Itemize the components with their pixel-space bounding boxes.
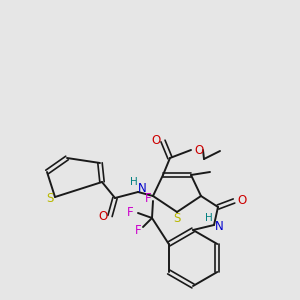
Text: F: F bbox=[145, 191, 151, 205]
Text: N: N bbox=[138, 182, 146, 196]
Text: F: F bbox=[135, 224, 141, 236]
Text: O: O bbox=[98, 211, 108, 224]
Text: O: O bbox=[152, 134, 160, 148]
Text: S: S bbox=[173, 212, 181, 226]
Text: H: H bbox=[205, 213, 213, 223]
Text: N: N bbox=[214, 220, 224, 232]
Text: F: F bbox=[127, 206, 133, 220]
Text: S: S bbox=[46, 191, 54, 205]
Text: H: H bbox=[130, 177, 138, 187]
Text: O: O bbox=[237, 194, 247, 208]
Text: O: O bbox=[194, 143, 204, 157]
